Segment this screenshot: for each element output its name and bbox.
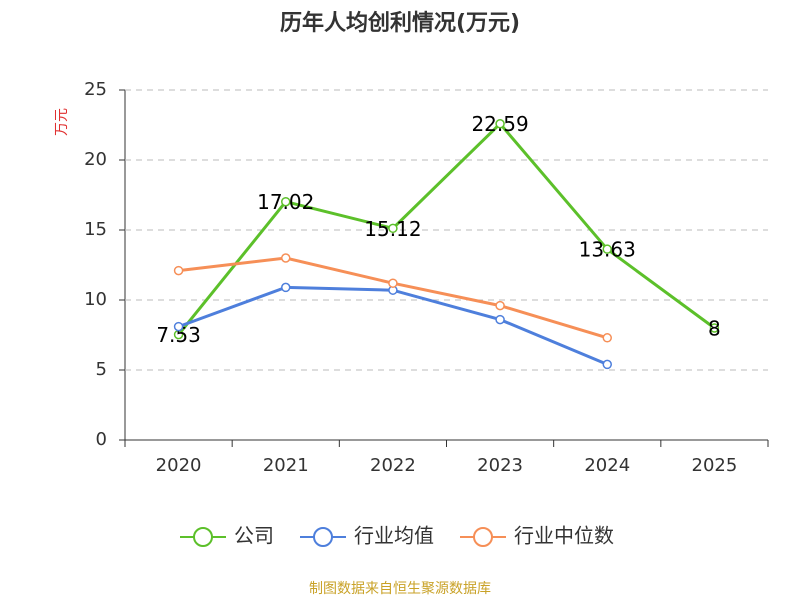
data-label: 22.59 — [471, 112, 528, 136]
legend-label: 行业中位数 — [514, 524, 614, 548]
series-line — [177, 121, 716, 336]
data-label: 17.02 — [257, 190, 314, 214]
data-point — [602, 359, 612, 370]
x-tick-label: 2025 — [692, 455, 738, 476]
data-point — [602, 244, 612, 254]
data-point — [281, 253, 291, 263]
legend-item[interactable]: 行业均值 — [300, 524, 434, 548]
y-tick-label: 25 — [84, 79, 107, 100]
y-tick-label: 0 — [96, 429, 107, 450]
x-tick-label: 2023 — [477, 455, 523, 476]
x-tick-label: 2020 — [156, 455, 202, 476]
series-line — [178, 285, 608, 366]
legend-label: 行业均值 — [354, 524, 434, 548]
y-tick-label: 15 — [84, 219, 107, 240]
x-tick-label: 2021 — [263, 455, 309, 476]
data-point — [495, 314, 505, 325]
data-label: 15.12 — [364, 217, 421, 241]
data-point — [281, 196, 291, 207]
legend-marker — [313, 527, 333, 547]
y-tick-label: 5 — [96, 359, 107, 380]
data-point — [173, 265, 184, 276]
data-point — [281, 282, 291, 293]
y-tick-label: 10 — [84, 289, 107, 310]
data-point — [495, 118, 505, 129]
y-tick-label: 20 — [84, 149, 107, 170]
data-label: 8 — [708, 317, 721, 341]
data-point — [388, 223, 398, 234]
data-point — [388, 278, 398, 288]
series-line — [178, 256, 608, 340]
source-note: 制图数据来自恒生聚源数据库 — [309, 581, 491, 597]
data-point — [173, 321, 184, 332]
y-axis-label: 万元 — [54, 108, 70, 136]
legend-item[interactable]: 行业中位数 — [460, 524, 614, 548]
x-tick-label: 2024 — [584, 455, 630, 476]
legend-label: 公司 — [234, 524, 274, 548]
x-tick-label: 2022 — [370, 455, 416, 476]
data-point — [495, 300, 505, 311]
chart-title: 历年人均创利情况(万元) — [280, 10, 520, 36]
data-label: 13.63 — [579, 238, 636, 262]
data-point — [709, 323, 720, 333]
data-point — [602, 333, 612, 343]
legend-item[interactable]: 公司 — [180, 524, 274, 548]
legend-marker — [473, 527, 493, 547]
legend-marker — [193, 527, 213, 547]
